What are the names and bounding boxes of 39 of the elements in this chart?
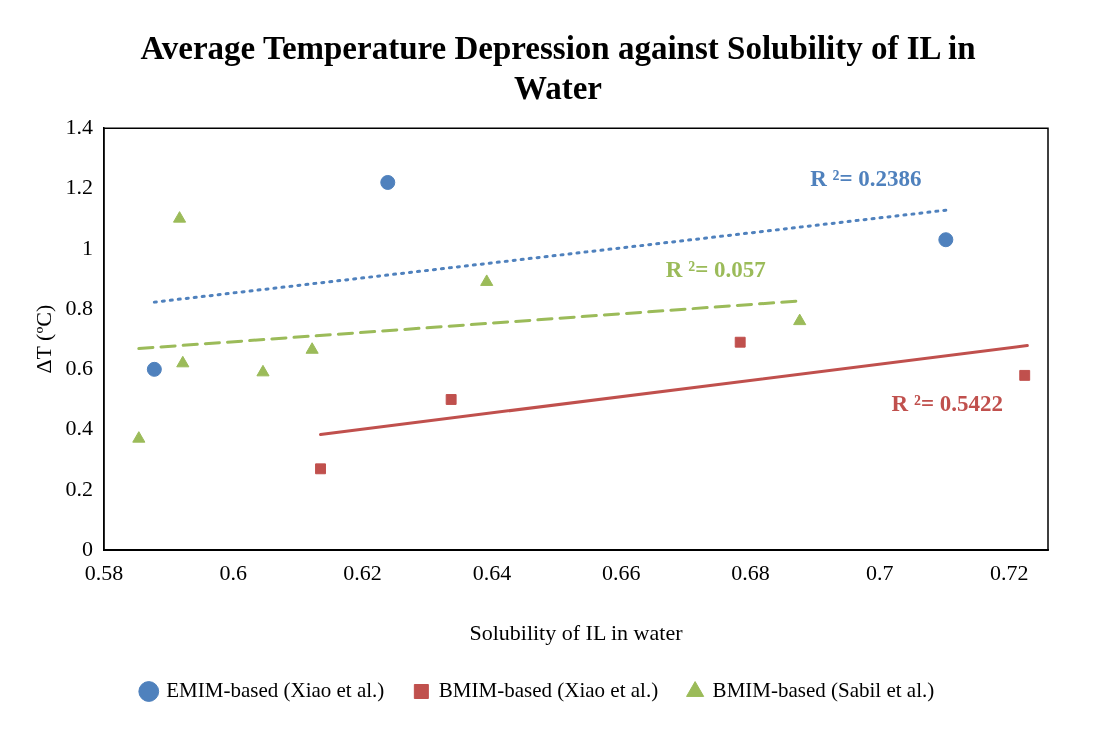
annotation: R ²= 0.057 [665,257,766,283]
x-tick-label: 0.68 [731,560,770,586]
point [380,174,396,190]
legend-label: BMIM-based (Xiao et al.) [438,678,659,703]
y-tick-label: 0.8 [65,294,93,320]
y-tick-label: 0.4 [65,415,93,441]
y-axis-title: ΔT (ºC) [30,304,56,374]
x-tick-label: 0.66 [601,560,641,586]
point [480,274,494,286]
point [305,342,319,354]
point [315,463,326,475]
x-tick-label: 0.64 [472,560,512,586]
y-tick-label: 0.2 [65,475,93,501]
y-tick-label: 0 [81,535,93,561]
y-tick-label: 1 [81,234,93,260]
x-tick-label: 0.62 [343,560,382,586]
x-tick-label: 0.58 [84,560,124,586]
point [132,431,146,443]
point [256,364,270,377]
x-axis-title: Solubility of IL in water [469,619,684,645]
point [1019,369,1031,381]
annotation: R ²= 0.5422 [891,391,1003,417]
y-tick-label: 0.6 [65,355,93,381]
point [173,211,187,223]
chart-title: Average Temperature Depression against Solubility of IL in Water [139,29,977,108]
annotation: R ²= 0.2386 [810,166,922,192]
legend-label: EMIM-based (Xiao et al.) [166,678,385,703]
x-tick-label: 0.72 [989,560,1029,586]
point [445,394,457,405]
x-tick-label: 0.7 [866,560,894,586]
point [793,313,807,326]
legend-label: BMIM-based (Sabil et al.) [712,678,935,703]
point [734,336,746,348]
y-tick-label: 1.4 [65,113,93,139]
y-tick-label: 1.2 [65,174,93,200]
point [176,355,190,368]
point [938,232,954,248]
point [146,361,162,377]
x-tick-label: 0.6 [219,560,247,586]
